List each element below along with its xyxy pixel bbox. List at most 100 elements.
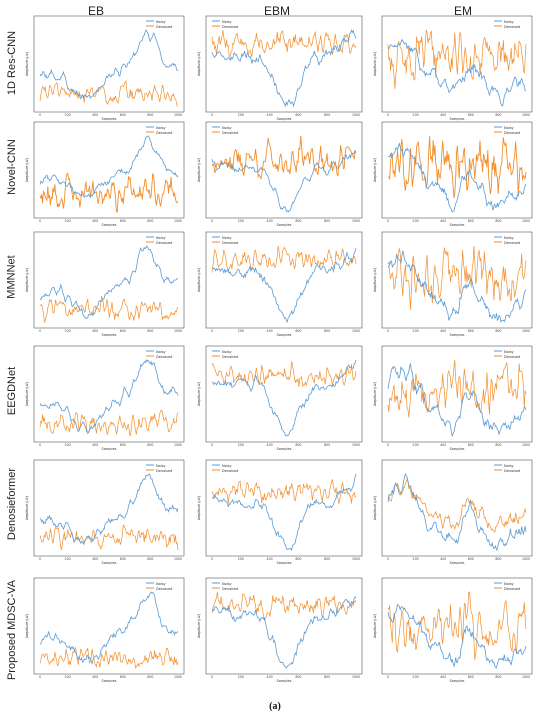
x-tick-label-eegdnet-em-0: 0 — [387, 443, 389, 447]
x-tick-label-1d-res-cnn-ebm-0: 0 — [211, 113, 213, 117]
column-title-em: EM — [454, 4, 472, 18]
x-tick-label-novel-cnn-eb-4: 800 — [147, 219, 153, 223]
x-tick-label-1d-res-cnn-eb-0: 0 — [39, 113, 41, 117]
noisy-line-eegdnet-em — [387, 362, 527, 438]
denoised-line-denosieformer-ebm — [211, 479, 357, 504]
legend-label-noisy-1d-res-cnn-ebm: Noisy — [222, 20, 232, 24]
x-tick-label-eegdnet-eb-4: 800 — [147, 443, 153, 447]
x-tick-label-mmnnet-ebm-4: 800 — [324, 329, 330, 333]
noisy-line-proposed-mdsc-va-ebm — [211, 596, 357, 669]
x-tick-label-proposed-mdsc-va-eb-2: 400 — [92, 675, 98, 679]
x-axis-label-mmnnet-eb: Samples — [102, 333, 117, 337]
x-tick-label-mmnnet-em-0: 0 — [387, 329, 389, 333]
denoised-line-eegdnet-em — [387, 359, 527, 418]
legend-label-denoised-1d-res-cnn-ebm: Denoised — [222, 25, 238, 29]
x-tick-label-novel-cnn-eb-2: 400 — [92, 219, 98, 223]
x-tick-label-denosieformer-ebm-3: 600 — [295, 557, 301, 561]
y-axis-label-mmnnet-ebm: Amplitude (μV) — [197, 268, 201, 292]
legend-label-denoised-denosieformer-em: Denoised — [504, 469, 520, 473]
x-tick-label-novel-cnn-em-5: 1000 — [522, 219, 530, 223]
denoised-line-1d-res-cnn-eb — [39, 80, 179, 107]
denoised-line-novel-cnn-eb — [39, 172, 179, 213]
x-tick-label-1d-res-cnn-ebm-5: 1000 — [352, 113, 360, 117]
x-tick-label-eegdnet-em-3: 600 — [468, 443, 474, 447]
x-tick-label-eegdnet-ebm-2: 400 — [267, 443, 273, 447]
x-tick-label-1d-res-cnn-em-0: 0 — [387, 113, 389, 117]
legend-label-noisy-eegdnet-eb: Noisy — [156, 350, 166, 354]
noisy-line-denosieformer-eb — [39, 473, 179, 546]
x-tick-label-denosieformer-eb-1: 200 — [65, 557, 71, 561]
y-axis-label-denosieformer-em: Amplitude (μV) — [373, 496, 377, 520]
denoised-line-denosieformer-em — [387, 477, 527, 534]
noisy-line-eegdnet-ebm — [212, 359, 357, 437]
noisy-line-novel-cnn-eb — [39, 135, 179, 199]
legend-label-noisy-mmnnet-em: Noisy — [504, 236, 514, 240]
x-tick-label-mmnnet-ebm-3: 600 — [295, 329, 301, 333]
x-axis-label-mmnnet-em: Samples — [450, 333, 465, 337]
noisy-line-proposed-mdsc-va-em — [387, 603, 527, 669]
denoised-line-mmnnet-ebm — [211, 245, 357, 273]
noisy-line-mmnnet-ebm — [211, 248, 357, 324]
x-tick-label-eegdnet-ebm-0: 0 — [211, 443, 213, 447]
figure-caption: (a) — [269, 701, 281, 712]
x-tick-label-novel-cnn-em-3: 600 — [468, 219, 474, 223]
x-tick-label-eegdnet-eb-2: 400 — [92, 443, 98, 447]
y-axis-label-denosieformer-eb: Amplitude (μV) — [25, 496, 29, 520]
x-axis-label-denosieformer-eb: Samples — [102, 561, 117, 565]
noisy-line-1d-res-cnn-ebm — [211, 29, 357, 108]
denoised-line-eegdnet-eb — [39, 409, 179, 437]
y-axis-label-mmnnet-eb: Amplitude (μV) — [25, 268, 29, 292]
legend-label-noisy-proposed-mdsc-va-em: Noisy — [504, 582, 514, 586]
noisy-line-mmnnet-eb — [39, 245, 179, 320]
x-tick-label-eegdnet-em-4: 800 — [495, 443, 501, 447]
x-tick-label-eegdnet-eb-1: 200 — [65, 443, 71, 447]
legend-label-noisy-proposed-mdsc-va-eb: Noisy — [156, 582, 166, 586]
plot-frame-proposed-mdsc-va-em — [381, 577, 533, 675]
x-tick-label-mmnnet-ebm-2: 400 — [267, 329, 273, 333]
x-tick-label-proposed-mdsc-va-ebm-4: 800 — [324, 675, 330, 679]
x-tick-label-1d-res-cnn-ebm-3: 600 — [295, 113, 301, 117]
plot-frame-denosieformer-eb — [33, 459, 185, 557]
legend-label-denoised-eegdnet-eb: Denoised — [156, 355, 172, 359]
x-axis-label-1d-res-cnn-em: Samples — [450, 117, 465, 121]
legend-label-noisy-mmnnet-eb: Noisy — [156, 236, 166, 240]
x-tick-label-denosieformer-em-1: 200 — [413, 557, 419, 561]
legend-label-denoised-mmnnet-ebm: Denoised — [222, 241, 238, 245]
x-tick-label-proposed-mdsc-va-eb-1: 200 — [65, 675, 71, 679]
x-tick-label-1d-res-cnn-eb-4: 800 — [147, 113, 153, 117]
x-tick-label-mmnnet-em-4: 800 — [495, 329, 501, 333]
legend-label-denoised-denosieformer-eb: Denoised — [156, 469, 172, 473]
x-tick-label-proposed-mdsc-va-ebm-3: 600 — [295, 675, 301, 679]
x-tick-label-1d-res-cnn-em-2: 400 — [440, 113, 446, 117]
y-axis-label-proposed-mdsc-va-em: Amplitude (μV) — [373, 614, 377, 638]
x-tick-label-novel-cnn-eb-5: 1000 — [174, 219, 182, 223]
x-tick-label-novel-cnn-eb-0: 0 — [39, 219, 41, 223]
x-tick-label-eegdnet-ebm-1: 200 — [238, 443, 244, 447]
x-tick-label-mmnnet-eb-2: 400 — [92, 329, 98, 333]
noisy-line-novel-cnn-ebm — [211, 149, 357, 213]
x-axis-label-proposed-mdsc-va-em: Samples — [450, 679, 465, 683]
plot-frame-proposed-mdsc-va-ebm — [205, 577, 363, 675]
y-axis-label-eegdnet-ebm: Amplitude (μV) — [197, 382, 201, 406]
x-axis-label-1d-res-cnn-eb: Samples — [102, 117, 117, 121]
x-tick-label-denosieformer-eb-3: 600 — [120, 557, 126, 561]
x-tick-label-denosieformer-em-3: 600 — [468, 557, 474, 561]
y-axis-label-1d-res-cnn-eb: Amplitude (μV) — [25, 52, 29, 76]
noisy-line-novel-cnn-em — [387, 142, 527, 213]
legend-label-denoised-1d-res-cnn-eb: Denoised — [156, 25, 172, 29]
denoised-line-proposed-mdsc-va-em — [387, 591, 527, 661]
x-axis-label-denosieformer-em: Samples — [450, 561, 465, 565]
x-tick-label-1d-res-cnn-em-4: 800 — [495, 113, 501, 117]
x-tick-label-proposed-mdsc-va-em-0: 0 — [387, 675, 389, 679]
x-tick-label-denosieformer-ebm-2: 400 — [267, 557, 273, 561]
denoised-line-eegdnet-ebm — [211, 361, 357, 388]
x-tick-label-novel-cnn-ebm-3: 600 — [295, 219, 301, 223]
y-axis-label-novel-cnn-ebm: Amplitude (μV) — [197, 158, 201, 182]
x-axis-label-eegdnet-ebm: Samples — [277, 447, 292, 451]
x-tick-label-novel-cnn-ebm-0: 0 — [211, 219, 213, 223]
legend-label-denoised-proposed-mdsc-va-ebm: Denoised — [222, 587, 238, 591]
x-axis-label-eegdnet-eb: Samples — [102, 447, 117, 451]
x-tick-label-proposed-mdsc-va-em-5: 1000 — [522, 675, 530, 679]
noisy-line-mmnnet-em — [387, 249, 527, 324]
x-tick-label-mmnnet-em-1: 200 — [413, 329, 419, 333]
